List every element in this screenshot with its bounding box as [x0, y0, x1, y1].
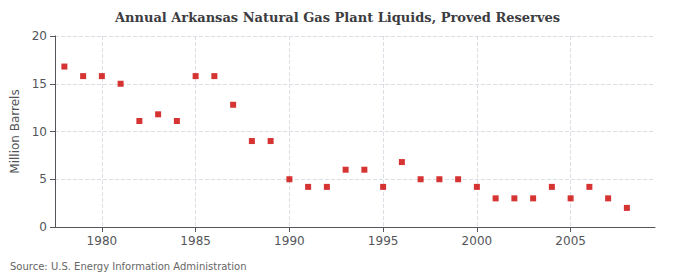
svg-text:1995: 1995 [368, 234, 399, 248]
svg-text:15: 15 [32, 77, 47, 91]
svg-text:1980: 1980 [87, 234, 118, 248]
svg-text:Million Barrels: Million Barrels [8, 89, 22, 173]
svg-text:Annual Arkansas Natural Gas Pl: Annual Arkansas Natural Gas Plant Liquid… [114, 10, 560, 25]
svg-text:2005: 2005 [555, 234, 586, 248]
svg-text:1985: 1985 [180, 234, 211, 248]
svg-text:0: 0 [39, 220, 47, 234]
svg-text:Source: U.S. Energy Informatio: Source: U.S. Energy Information Administ… [10, 261, 247, 272]
svg-text:20: 20 [32, 29, 47, 43]
svg-text:2000: 2000 [462, 234, 493, 248]
svg-text:1990: 1990 [274, 234, 305, 248]
svg-text:5: 5 [39, 172, 47, 186]
svg-text:10: 10 [32, 125, 47, 139]
